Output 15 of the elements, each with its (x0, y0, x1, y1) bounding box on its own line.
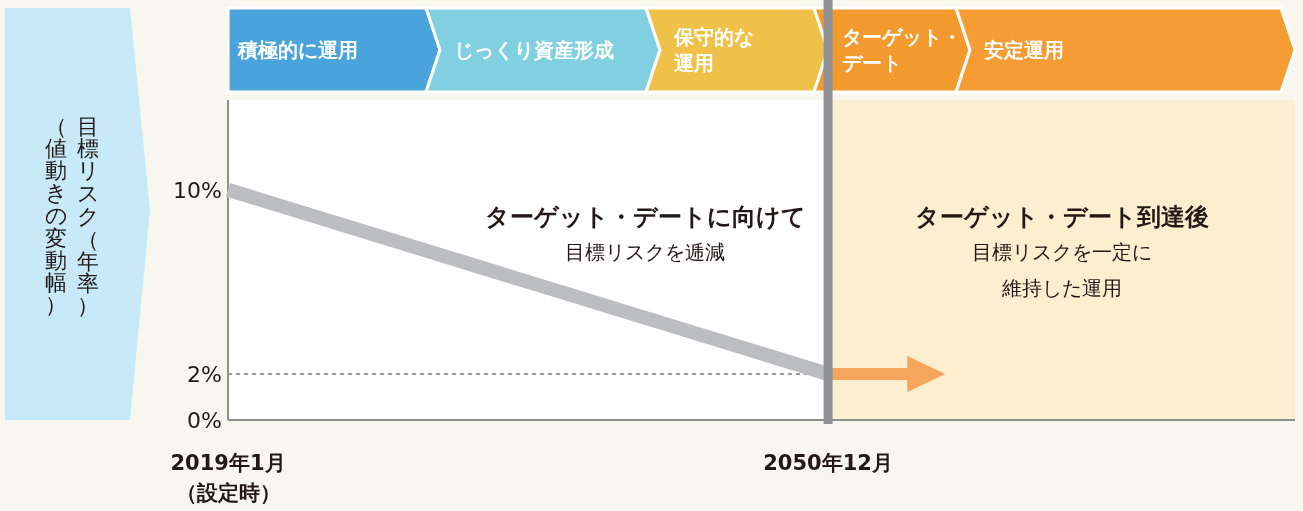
annotation: ターゲット・デートに向けて (484, 203, 806, 231)
text: じっくり資産形成 (454, 38, 614, 62)
text: 積極的に運用 (237, 38, 358, 62)
annotation: 目標リスクを一定に維持した運用 (972, 240, 1152, 300)
text: 安定運用 (984, 38, 1064, 62)
annotation: 目標リスクを逓減 (565, 240, 725, 264)
text: ターゲット・デート (842, 25, 962, 75)
annotation: ターゲット・デート到達後 (915, 203, 1209, 231)
x-tick-label: 2019年1月（設定時） (170, 451, 286, 505)
text: 保守的な運用 (673, 25, 754, 75)
y-tick-label: 0% (187, 408, 222, 433)
y-axis-title: 目標リスク（年率）（値動きの変動幅） (45, 114, 100, 319)
y-tick-label: 10% (173, 177, 222, 203)
x-tick-label: 2050年12月 (763, 451, 893, 475)
y-tick-label: 2% (187, 361, 222, 387)
